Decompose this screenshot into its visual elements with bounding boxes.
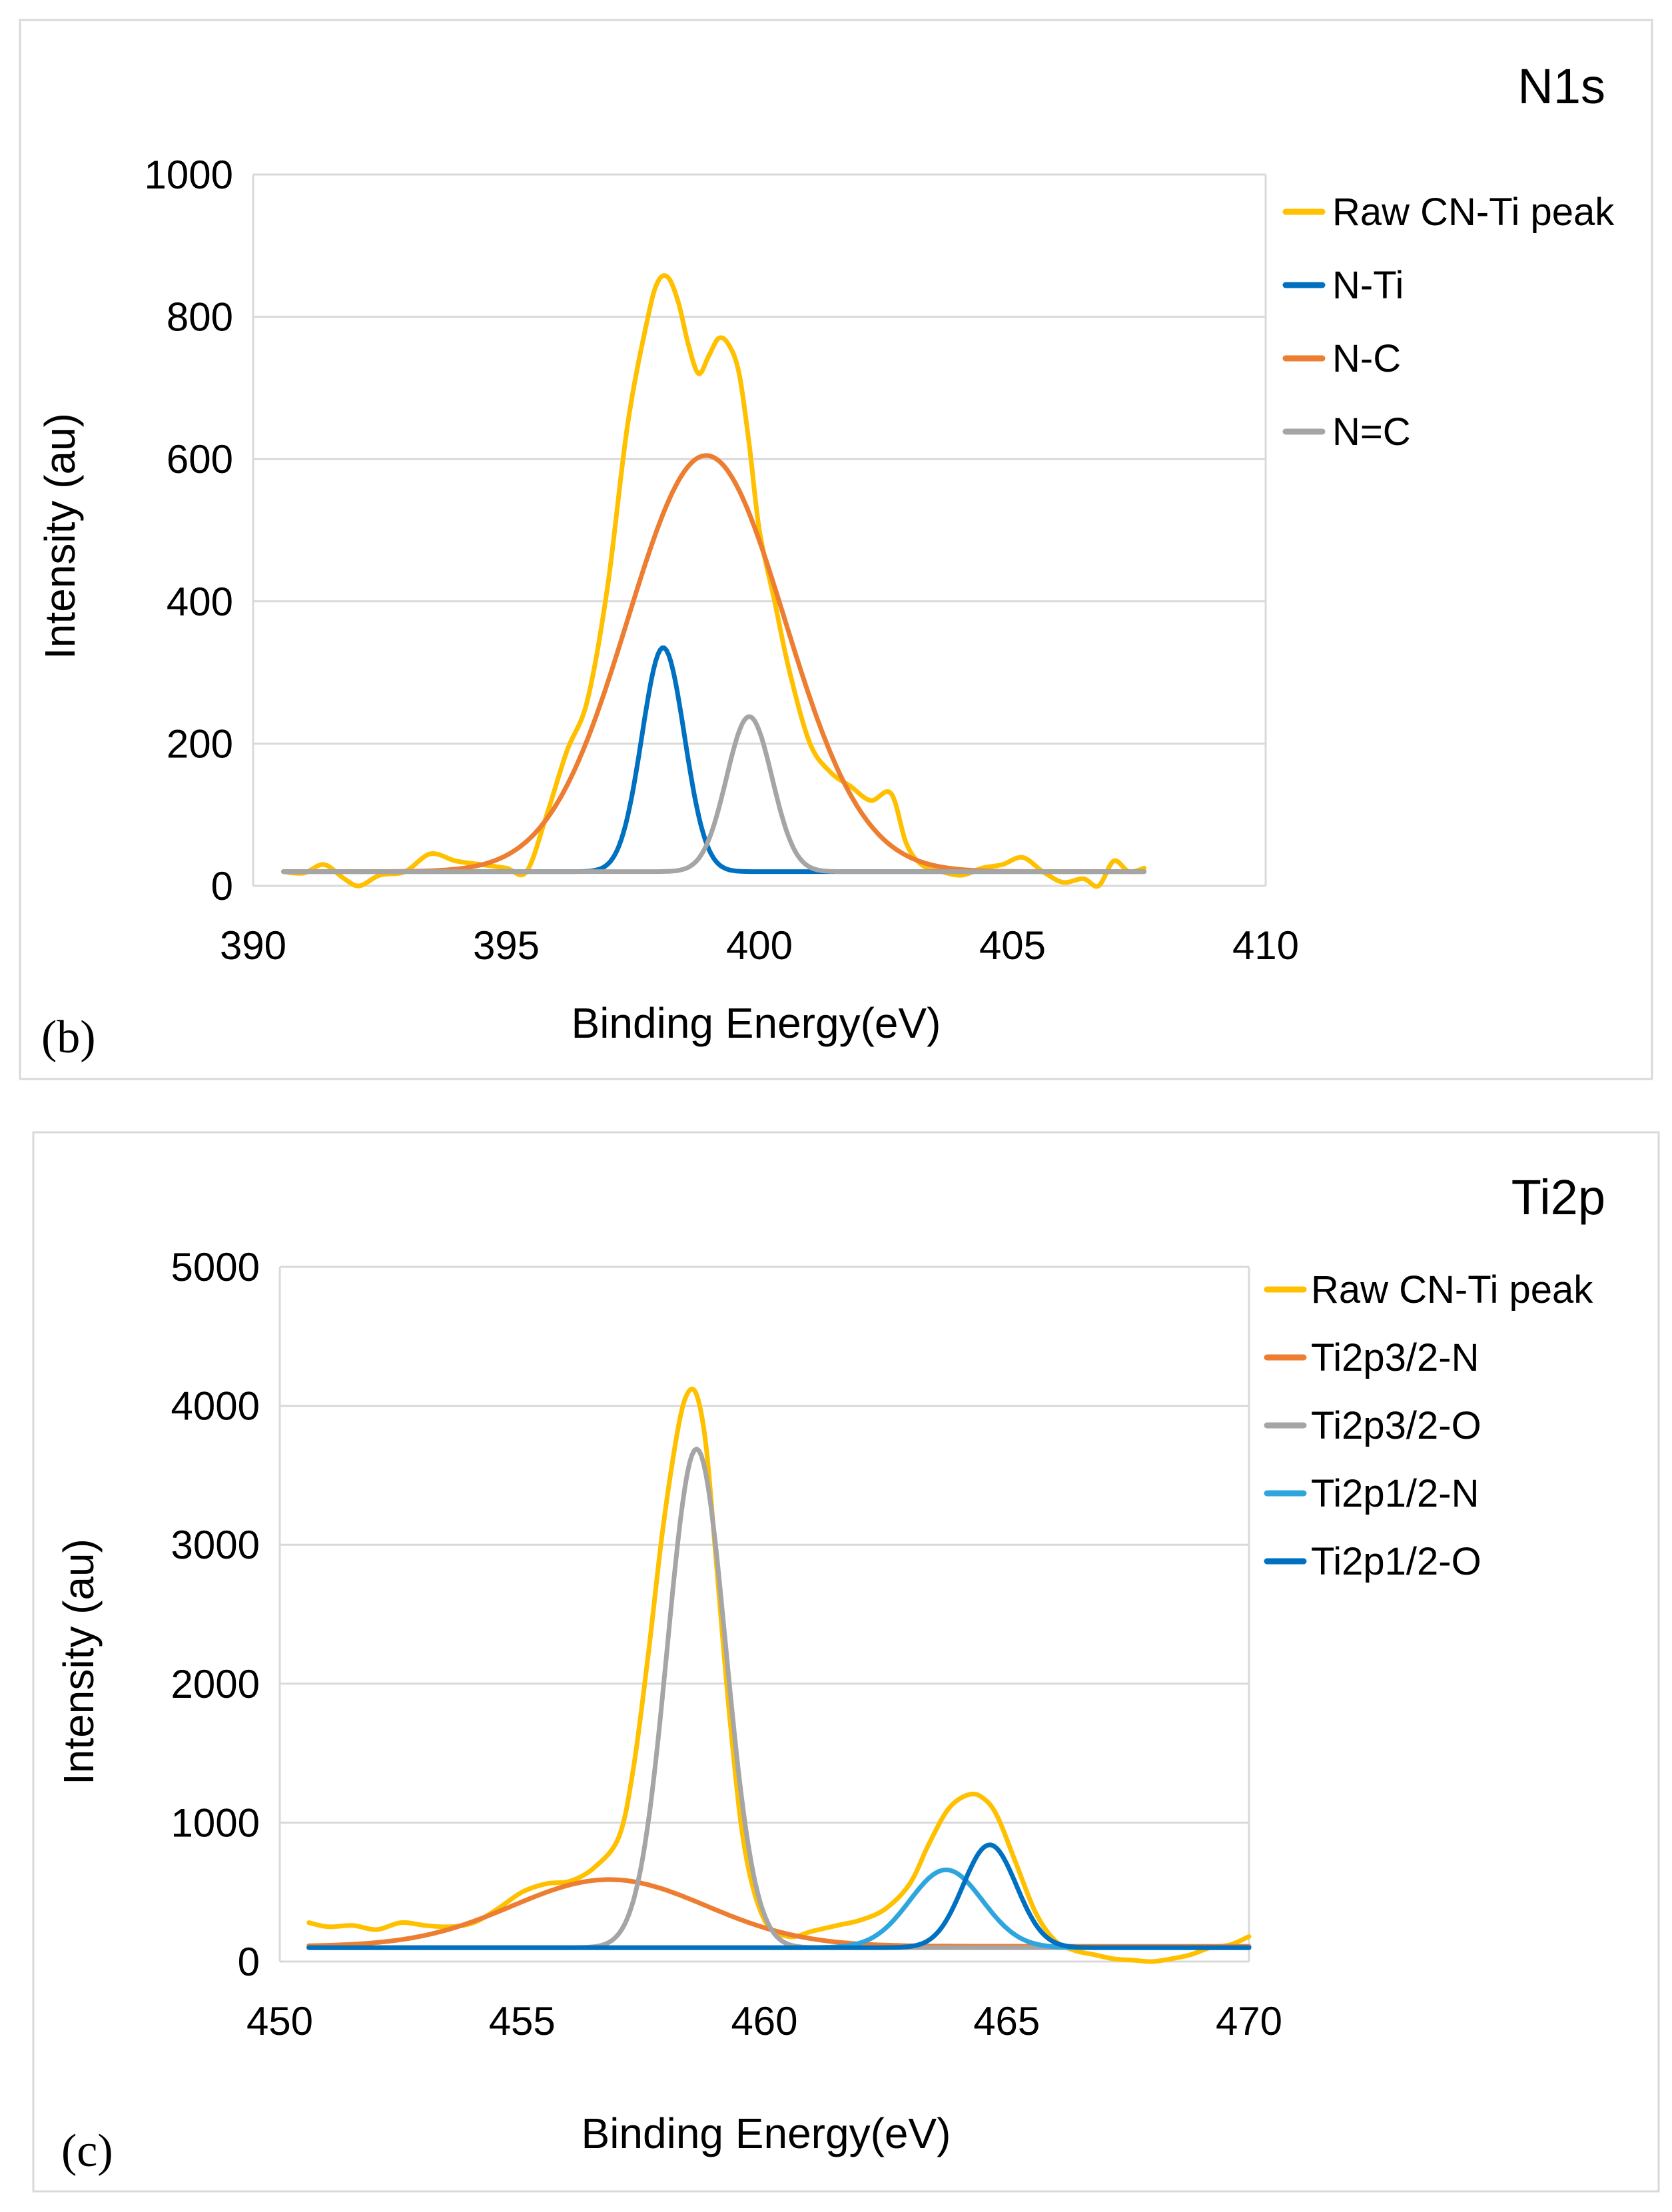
y-tick-label: 400 — [167, 579, 233, 624]
panel-c-series — [306, 1386, 1252, 1964]
y-tick-label: 1000 — [145, 153, 233, 197]
legend-label: Ti2p3/2-N — [1311, 1336, 1479, 1379]
x-tick-label: 405 — [979, 923, 1046, 968]
panel-c-grid — [278, 1266, 1250, 1963]
y-tick-label: 1000 — [171, 1800, 260, 1845]
x-tick-label: 460 — [731, 1999, 797, 2043]
legend-label: N=C — [1332, 410, 1411, 454]
panel-b-ylabel: Intensity (au) — [36, 413, 84, 659]
panel-b-legend: Raw CN-Ti peak N-Ti N-C N=C — [1282, 190, 1615, 454]
y-tick-label: 4000 — [171, 1384, 260, 1429]
panel-b-title: N1s — [1517, 59, 1605, 114]
y-tick-label: 600 — [167, 437, 233, 482]
legend-label: N-Ti — [1332, 264, 1404, 307]
x-tick-label: 390 — [220, 923, 286, 968]
panel-b-xlabel: Binding Energy(eV) — [572, 999, 941, 1047]
panel-b-label: (b) — [41, 1012, 96, 1063]
panel-b: N1s (b) 0 200 400 600 800 1000 390 395 4… — [19, 19, 1653, 1080]
legend-label: N-C — [1332, 337, 1401, 380]
panel-c-xlabel: Binding Energy(eV) — [582, 2109, 951, 2157]
panel-b-grid — [252, 173, 1267, 887]
series-line-raw-cn-ti-peak — [306, 1386, 1252, 1964]
panel-c-ylabel: Intensity (au) — [55, 1539, 103, 1785]
legend-label: Raw CN-Ti peak — [1311, 1268, 1593, 1311]
legend-label: Ti2p3/2-O — [1311, 1404, 1481, 1447]
panel-b-xticks: 390 395 400 405 410 — [220, 923, 1299, 968]
panel-c-yticks: 0 1000 2000 3000 4000 5000 — [171, 1245, 260, 1984]
x-tick-label: 395 — [473, 923, 540, 968]
y-tick-label: 0 — [211, 864, 233, 909]
panel-b-frame — [19, 19, 1653, 1080]
x-tick-label: 470 — [1216, 1999, 1282, 2043]
panel-c-label: (c) — [61, 2125, 113, 2177]
legend-label: Ti2p1/2-N — [1311, 1472, 1479, 1515]
panel-c-title: Ti2p — [1511, 1170, 1605, 1225]
series-line-n-c — [281, 714, 1147, 875]
y-tick-label: 2000 — [171, 1662, 260, 1706]
legend-label: Raw CN-Ti peak — [1332, 190, 1615, 234]
x-tick-label: 450 — [246, 1999, 313, 2043]
panel-b-series — [281, 273, 1147, 889]
panel-c: Ti2p (c) 0 1000 2000 3000 4000 5000 450 … — [32, 1131, 1660, 2193]
x-tick-label: 410 — [1232, 923, 1299, 968]
panel-c-xticks: 450 455 460 465 470 — [246, 1999, 1282, 2043]
x-tick-label: 455 — [489, 1999, 556, 2043]
y-tick-label: 3000 — [171, 1523, 260, 1567]
y-tick-label: 0 — [238, 1940, 260, 1984]
y-tick-label: 5000 — [171, 1245, 260, 1290]
y-tick-label: 200 — [167, 721, 233, 766]
x-tick-label: 400 — [726, 923, 793, 968]
legend-label: Ti2p1/2-O — [1311, 1540, 1481, 1583]
series-line-ti2p1-2-o — [306, 1842, 1252, 1950]
x-tick-label: 465 — [973, 1999, 1040, 2043]
panel-b-yticks: 0 200 400 600 800 1000 — [145, 153, 233, 909]
y-tick-label: 800 — [167, 295, 233, 340]
panel-c-legend: Raw CN-Ti peak Ti2p3/2-N Ti2p3/2-O Ti2p1… — [1264, 1268, 1593, 1583]
panel-c-frame — [32, 1131, 1660, 2193]
